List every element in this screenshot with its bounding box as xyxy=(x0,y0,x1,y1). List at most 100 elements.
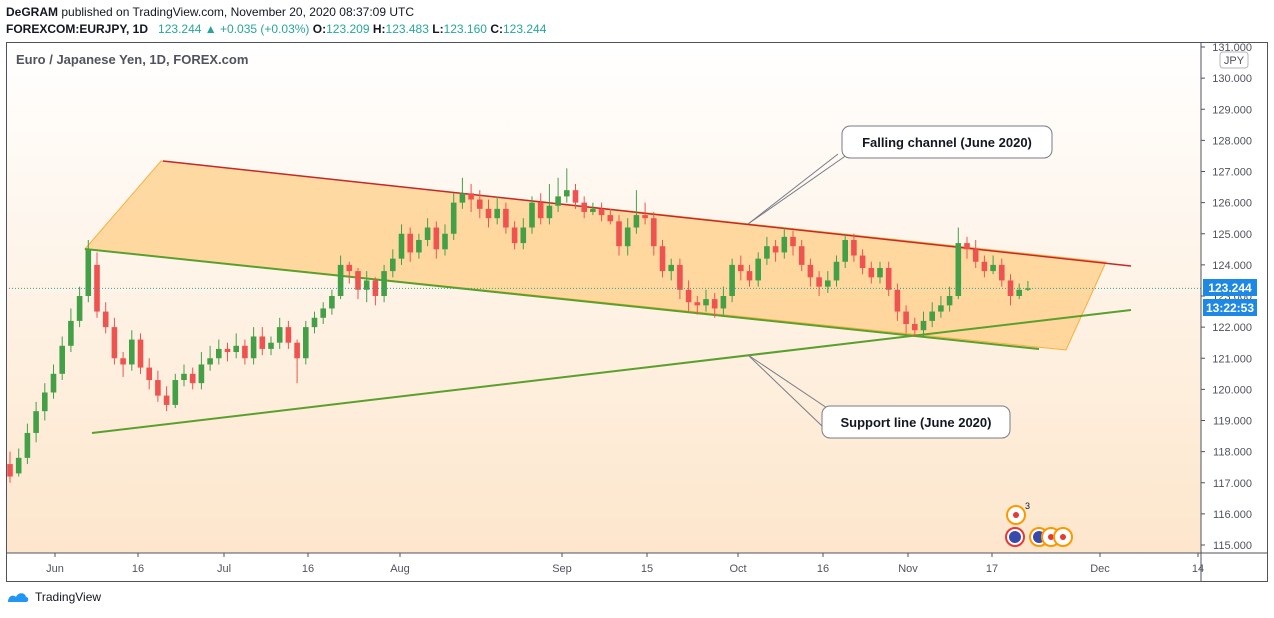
candle-down xyxy=(772,246,779,253)
candle-up xyxy=(216,348,222,359)
support-line xyxy=(91,309,1132,434)
currency-badge[interactable] xyxy=(1219,51,1249,69)
x-tick-label: 15 xyxy=(641,563,653,575)
candle-down xyxy=(407,233,413,253)
x-tick-label: 17 xyxy=(986,563,998,575)
candlestick-chart[interactable]: 115.000 116.000 117.000 118.000 119.000 120.0… xyxy=(6,42,1268,582)
candle-down xyxy=(503,208,509,228)
candle-down xyxy=(677,264,683,290)
candle-down xyxy=(790,236,796,247)
candle-down xyxy=(659,246,666,272)
candle-up xyxy=(442,233,448,250)
candle-up xyxy=(24,432,31,458)
publisher-line: DeGRAM published on TradingView.com, Nov… xyxy=(6,4,546,21)
chart-area[interactable]: 115.000 116.000 117.000 118.000 119.000 120.0… xyxy=(6,42,1268,582)
candle-down xyxy=(189,373,196,384)
high-label: H: xyxy=(372,22,386,36)
candle-up xyxy=(633,215,640,228)
y-tick-label: 128.000 xyxy=(1212,135,1252,147)
last-price: 123.244 xyxy=(158,22,202,36)
countdown-tag-bg xyxy=(1203,299,1257,316)
candle-up xyxy=(59,345,65,374)
candle-up xyxy=(946,296,953,306)
y-tick-label: 120.000 xyxy=(1212,384,1252,396)
x-tick-label: 16 xyxy=(132,563,144,575)
candle-up xyxy=(764,246,770,259)
event-markers[interactable]: 3 xyxy=(1005,501,1073,547)
candle-down xyxy=(964,243,970,250)
candle-down xyxy=(485,208,492,219)
y-tick-label: 129.000 xyxy=(1212,104,1252,116)
x-tick-label: Oct xyxy=(729,563,746,575)
event-badge-count: 3 xyxy=(1025,501,1030,511)
candle-up xyxy=(450,202,457,234)
candle-down xyxy=(224,348,231,353)
tradingview-logo-icon xyxy=(8,593,29,602)
candle-up xyxy=(459,193,466,203)
candle-up xyxy=(181,373,187,381)
channel-callout-text: Falling channel (June 2020) xyxy=(862,135,1032,150)
candle-up xyxy=(494,208,500,219)
annotation-channel-callout[interactable]: Falling channel (June 2020) xyxy=(747,125,1053,225)
y-tick-label: 126.000 xyxy=(1212,198,1252,210)
candle-down xyxy=(163,395,170,405)
candle-up xyxy=(363,280,370,290)
chart-header: DeGRAM published on TradingView.com, Nov… xyxy=(6,4,546,38)
candle-up xyxy=(720,296,727,309)
jp-flag-icon xyxy=(1048,534,1054,540)
candle-up xyxy=(398,233,405,259)
candle-down xyxy=(616,221,622,247)
channel-lower-line xyxy=(84,248,1040,350)
candle-down xyxy=(981,261,988,272)
close-value: 123.244 xyxy=(502,22,547,36)
candle-up xyxy=(42,392,48,412)
candle-up xyxy=(50,373,57,393)
x-tick-label: Sep xyxy=(552,563,572,575)
candle-up xyxy=(381,271,387,296)
candle-up xyxy=(311,317,318,328)
footer-branding[interactable]: TradingView xyxy=(6,590,101,604)
channel-callout-box xyxy=(841,125,1053,159)
x-tick-label: Aug xyxy=(390,563,410,575)
candle-down xyxy=(859,255,866,268)
symbol-name: FOREXCOM:EURJPY, 1D xyxy=(6,22,149,36)
candle-up xyxy=(703,299,709,306)
price-change: +0.035 (+0.03%) xyxy=(220,22,310,36)
support-callout-pointer-b xyxy=(747,354,823,427)
annotation-support-callout[interactable]: Support line (June 2020) xyxy=(747,354,1011,439)
y-tick-label: 122.000 xyxy=(1212,322,1252,334)
candle-down xyxy=(738,264,744,272)
candle-down xyxy=(102,311,109,328)
candle-down xyxy=(642,215,648,219)
candle-up xyxy=(233,345,239,353)
jp-flag-icon xyxy=(1060,534,1066,540)
candle-down xyxy=(433,227,440,250)
price-axis[interactable]: 115.000 116.000 117.000 118.000 119.000 120.0… xyxy=(1201,42,1252,552)
candle-up xyxy=(250,336,257,359)
candle-up xyxy=(268,342,274,349)
last-price-tag-text: 123.244 xyxy=(1208,281,1252,295)
countdown-tag-text: 13:22:53 xyxy=(1206,301,1254,315)
eu-flag-icon xyxy=(1009,531,1021,543)
candle-down xyxy=(259,336,266,349)
footer-brand-text: TradingView xyxy=(35,590,102,604)
candle-up xyxy=(955,243,962,296)
event-marker-earnings-dot xyxy=(1013,512,1019,518)
y-tick-label: 117.000 xyxy=(1213,478,1252,490)
candle-up xyxy=(85,249,92,296)
y-tick-label: 119.000 xyxy=(1213,416,1252,428)
candle-down xyxy=(746,271,753,281)
x-tick-label: 16 xyxy=(302,563,314,575)
candle-up xyxy=(833,261,840,281)
candle-down xyxy=(346,264,353,272)
y-tick-label: 130.000 xyxy=(1212,73,1252,85)
candle-down xyxy=(972,249,979,262)
last-price-tag-bg xyxy=(1203,279,1257,296)
time-axis[interactable]: Jun 16 Jul 16 Aug Sep 15 Oct 16 Nov 17 Dec 14 xyxy=(46,553,1204,575)
candle-up xyxy=(320,308,326,318)
y-tick-label: 116.000 xyxy=(1213,509,1252,521)
high-value: 123.483 xyxy=(385,22,429,36)
candle-up xyxy=(198,364,205,384)
publisher-rest: published on TradingView.com, November 2… xyxy=(58,5,415,19)
candle-up xyxy=(337,264,344,296)
